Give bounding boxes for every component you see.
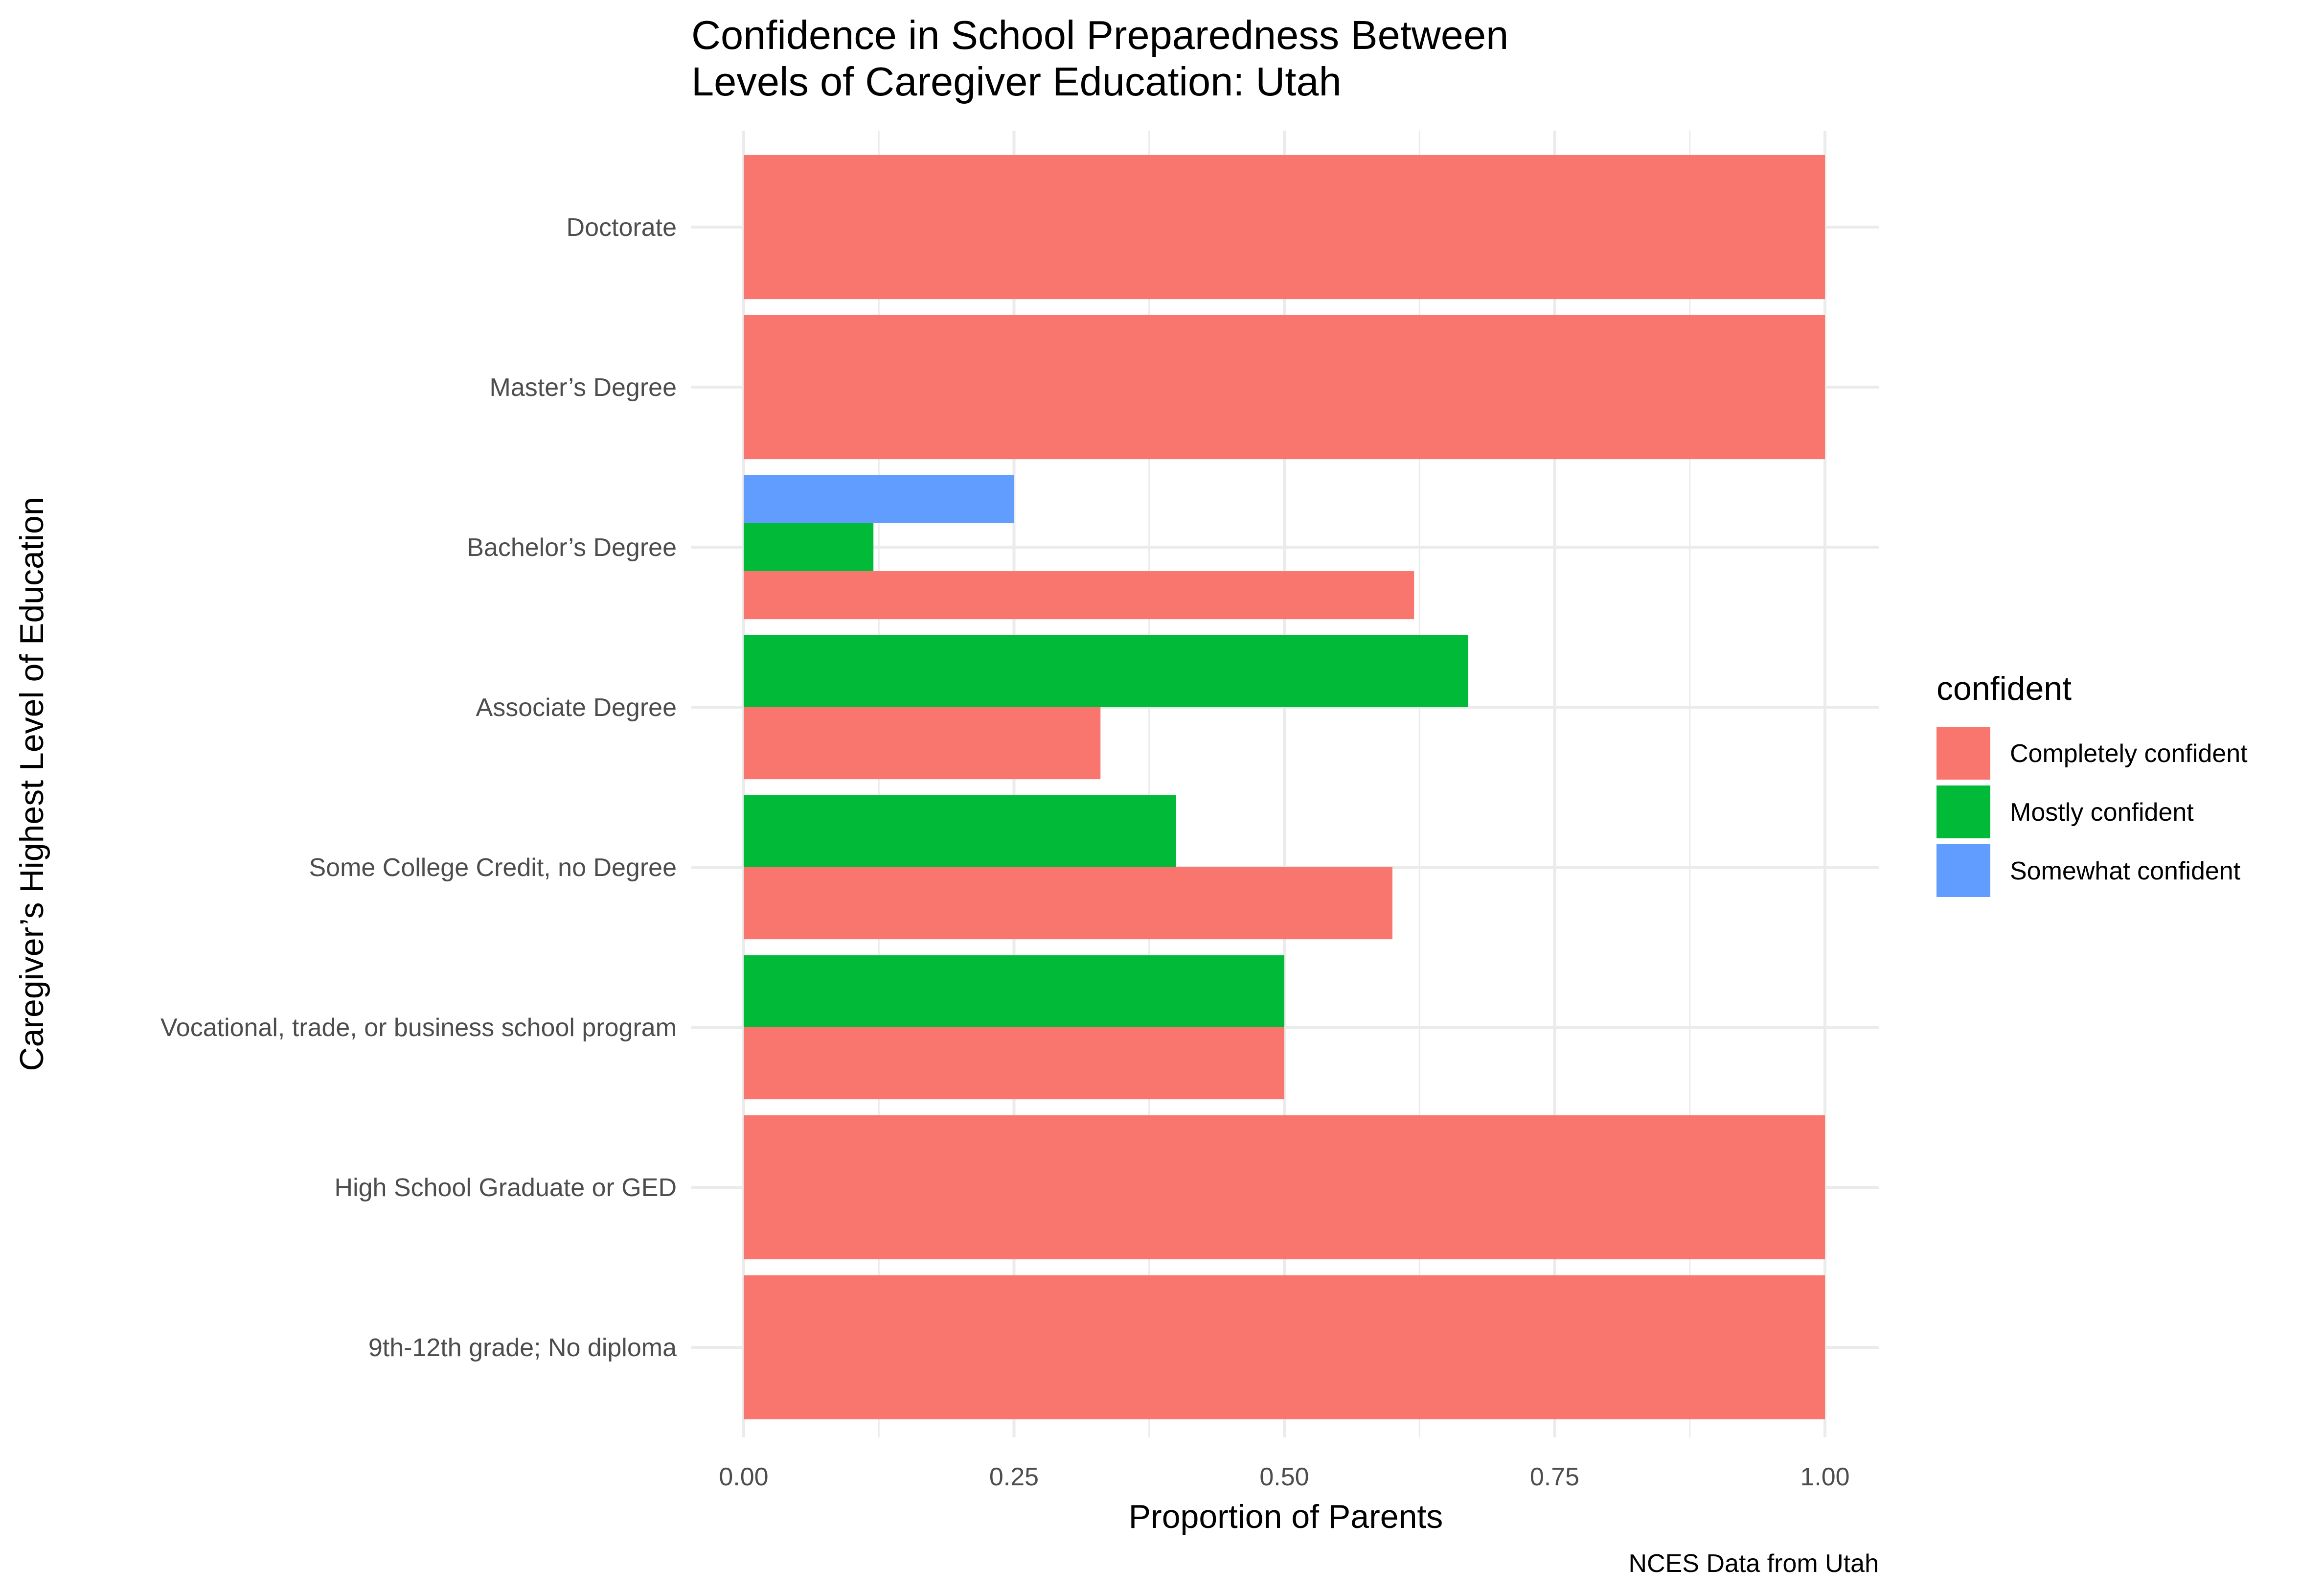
- x-tick-label: 0.00: [719, 1463, 768, 1491]
- bar-completely-confident: [744, 155, 1825, 300]
- legend-key-mostly-confident: [1937, 785, 1990, 838]
- y-tick-label: Master’s Degree: [490, 373, 677, 402]
- bar-completely-confident: [744, 1115, 1825, 1260]
- bars: [744, 155, 1825, 1420]
- y-tick-label: Doctorate: [567, 213, 677, 242]
- y-axis-ticks: 9th-12th grade; No diploma High School Gr…: [160, 213, 677, 1362]
- y-tick-label: Some College Credit, no Degree: [309, 854, 677, 882]
- legend-title: confident: [1937, 670, 2072, 707]
- bar-completely-confident: [744, 707, 1101, 780]
- x-tick-label: 0.50: [1259, 1463, 1309, 1491]
- y-tick-label: 9th-12th grade; No diploma: [368, 1334, 677, 1362]
- bar-completely-confident: [744, 571, 1414, 620]
- bar-completely-confident: [744, 1027, 1284, 1100]
- legend-items: Completely confident Mostly confident Some…: [1937, 727, 2248, 897]
- y-tick-label: Bachelor’s Degree: [467, 533, 677, 562]
- x-tick-label: 0.75: [1530, 1463, 1579, 1491]
- y-tick-label: Vocational, trade, or business school pr…: [160, 1014, 677, 1042]
- chart-caption: NCES Data from Utah: [1629, 1549, 1879, 1578]
- bar-completely-confident: [744, 315, 1825, 460]
- y-tick-label: High School Graduate or GED: [335, 1174, 677, 1202]
- bar-somewhat-confident: [744, 475, 1014, 523]
- bar-mostly-confident: [744, 523, 874, 572]
- bar-mostly-confident: [744, 795, 1176, 867]
- chart-title-line: Levels of Caregiver Education: Utah: [691, 59, 1342, 104]
- bar-mostly-confident: [744, 955, 1284, 1027]
- legend-label: Mostly confident: [2010, 798, 2194, 827]
- chart-title: Confidence in School Preparedness Betwee…: [691, 12, 1508, 104]
- legend-key-completely-confident: [1937, 727, 1990, 780]
- legend-label: Somewhat confident: [2010, 857, 2241, 885]
- x-axis-ticks: 0.00 0.25 0.50 0.75 1.00: [719, 1463, 1849, 1491]
- legend-label: Completely confident: [2010, 739, 2248, 768]
- legend-key-somewhat-confident: [1937, 844, 1990, 897]
- x-axis-label: Proportion of Parents: [1129, 1498, 1443, 1535]
- x-tick-label: 1.00: [1800, 1463, 1849, 1491]
- bar-completely-confident: [744, 1275, 1825, 1420]
- y-tick-label: Associate Degree: [476, 693, 677, 722]
- chart-title-line: Confidence in School Preparedness Betwee…: [691, 12, 1508, 58]
- legend: confident Completely confident Mostly con…: [1937, 670, 2248, 897]
- bar-completely-confident: [744, 867, 1392, 940]
- bar-mostly-confident: [744, 635, 1468, 707]
- x-tick-label: 0.25: [989, 1463, 1039, 1491]
- y-axis-label: Caregiver’s Highest Level of Education: [13, 497, 50, 1071]
